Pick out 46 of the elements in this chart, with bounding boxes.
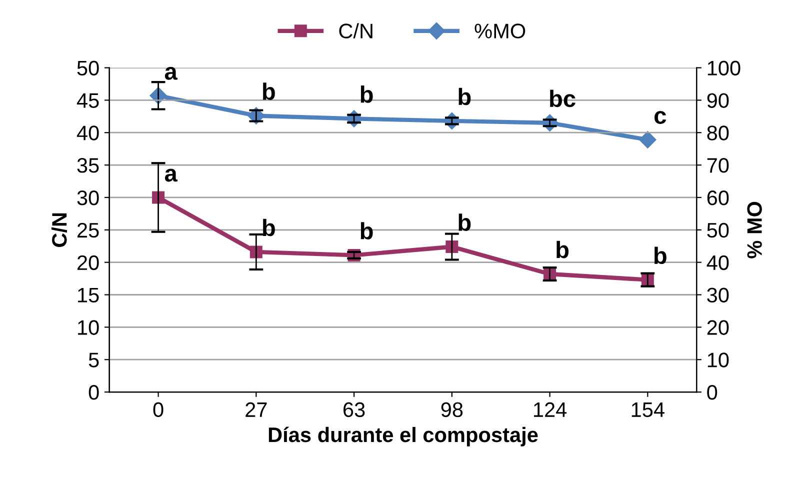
annotation: b bbox=[263, 82, 275, 100]
annotation: b bbox=[360, 222, 373, 240]
annotation: bc bbox=[550, 90, 576, 108]
y2-axis-title: % MO bbox=[747, 202, 762, 258]
annotation: b bbox=[458, 88, 471, 106]
y2-tick-label: 80 bbox=[707, 126, 729, 140]
point bbox=[639, 131, 656, 148]
y-tick-label: 35 bbox=[77, 158, 99, 173]
legend-label: C/N bbox=[339, 23, 372, 38]
y-tick-label: 20 bbox=[78, 255, 99, 270]
x-tick-label: 63 bbox=[344, 402, 365, 418]
annotation: b bbox=[556, 240, 569, 258]
x-tick-label: 154 bbox=[632, 402, 664, 418]
annotation: a bbox=[164, 66, 178, 80]
y-tick-label: 15 bbox=[78, 288, 99, 303]
y2-tick-label: 90 bbox=[707, 93, 729, 108]
y-tick-label: 30 bbox=[77, 190, 99, 206]
y-tick-label: 50 bbox=[77, 60, 99, 76]
y-tick-label: 45 bbox=[76, 93, 99, 108]
annotation: b bbox=[360, 86, 373, 103]
y-tick-label: 0 bbox=[88, 385, 99, 400]
y2-tick-label: 0 bbox=[707, 385, 718, 400]
x-axis-title: Días durante el compostaje bbox=[268, 426, 538, 446]
y2-tick-label: 40 bbox=[706, 255, 729, 270]
y-tick-label: 10 bbox=[78, 320, 99, 335]
annotation: a bbox=[164, 168, 178, 182]
y2-tick-label: 10 bbox=[708, 352, 729, 368]
annotation: b bbox=[458, 214, 471, 231]
x-tick-label: 27 bbox=[246, 402, 267, 417]
legend-label: %MO bbox=[474, 24, 526, 38]
x-tick-label: 98 bbox=[441, 402, 463, 418]
y-tick-label: 40 bbox=[76, 126, 99, 140]
y-axis-title: C/N bbox=[51, 213, 67, 247]
y-tick-label: 25 bbox=[78, 222, 99, 238]
y2-tick-label: 70 bbox=[707, 158, 729, 173]
x-tick-label: 124 bbox=[534, 402, 567, 417]
y2-tick-label: 20 bbox=[707, 320, 729, 335]
annotation: b bbox=[654, 246, 666, 264]
y-tick-label: 5 bbox=[88, 352, 99, 368]
annotation: b bbox=[263, 218, 275, 236]
y2-tick-label: 60 bbox=[707, 190, 729, 206]
y2-tick-label: 100 bbox=[708, 60, 740, 76]
y2-tick-label: 30 bbox=[707, 288, 729, 303]
y2-tick-label: 50 bbox=[707, 222, 729, 238]
annotation: c bbox=[654, 111, 666, 124]
x-tick-label: 0 bbox=[153, 402, 164, 418]
